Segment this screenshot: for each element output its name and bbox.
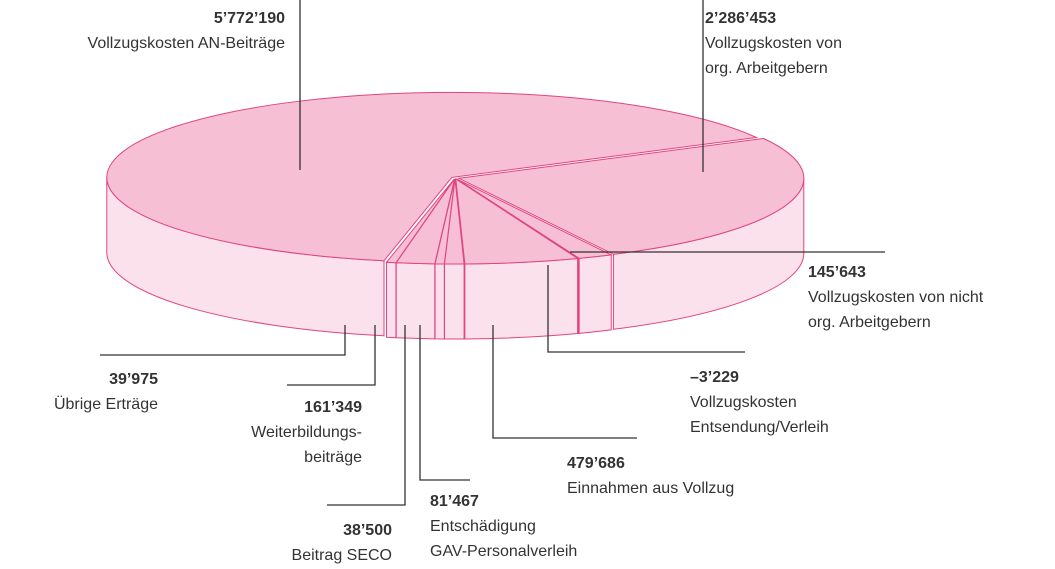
slice-label: –3’229 Vollzugskosten Entsendung/Verleih (690, 365, 829, 440)
leader-line (492, 325, 637, 439)
slice-label: 39’975 Übrige Erträge (54, 367, 158, 417)
slice-side (395, 262, 436, 340)
category-label: Beitrag SECO (291, 547, 392, 564)
slice-side (434, 263, 445, 340)
slice-label: 2’286’453 Vollzugskosten von org. Arbeitg… (705, 6, 842, 81)
value-label: 38’500 (343, 522, 392, 539)
slice-side (464, 257, 579, 340)
slice-label: 81’467 Entschädigung GAV-Personalverleih (430, 489, 577, 564)
slice-side (443, 263, 465, 340)
slice-top (457, 137, 805, 255)
value-label: 145’643 (808, 264, 866, 281)
slice-label: 479’686 Einnahmen aus Vollzug (567, 451, 734, 501)
slice-side (578, 254, 612, 334)
leader-line (419, 325, 470, 481)
category-label: Einnahmen aus Vollzug (567, 480, 735, 497)
slice-side (577, 257, 580, 335)
category-label: Vollzugskosten AN-Beiträge (87, 35, 285, 52)
value-label: –3’229 (690, 369, 739, 386)
value-label: 479’686 (567, 455, 625, 472)
category-label: Entschädigung GAV-Personalverleih (430, 518, 578, 560)
category-label: Vollzugskosten von nicht org. Arbeitgebe… (808, 289, 984, 331)
value-label: 2’286’453 (705, 10, 777, 27)
category-label: Weiterbildungs- beiträge (251, 424, 362, 466)
slice-label: 145’643 Vollzugskosten von nicht org. Arb… (808, 260, 983, 335)
leader-line (287, 325, 376, 386)
slice-top (385, 178, 455, 264)
slice-label: 161’349 Weiterbildungs- beiträge (251, 395, 362, 470)
leader-line (327, 325, 406, 506)
value-label: 39’975 (109, 371, 158, 388)
leader-line (100, 325, 346, 356)
slice-side (385, 261, 397, 339)
slice-top (106, 91, 759, 262)
category-label: Vollzugskosten Entsendung/Verleih (690, 394, 829, 436)
slice-top (455, 177, 580, 265)
leader-line (547, 265, 745, 353)
slice-label: 5’772’190 Vollzugskosten AN-Beiträge (88, 6, 285, 56)
category-label: Vollzugskosten von org. Arbeitgebern (705, 35, 842, 77)
category-label: Übrige Erträge (53, 396, 158, 413)
slice-label: 38’500 Beitrag SECO (292, 518, 392, 568)
value-label: 161’349 (304, 399, 362, 416)
value-label: 81’467 (430, 493, 479, 510)
value-label: 5’772’190 (213, 10, 285, 27)
